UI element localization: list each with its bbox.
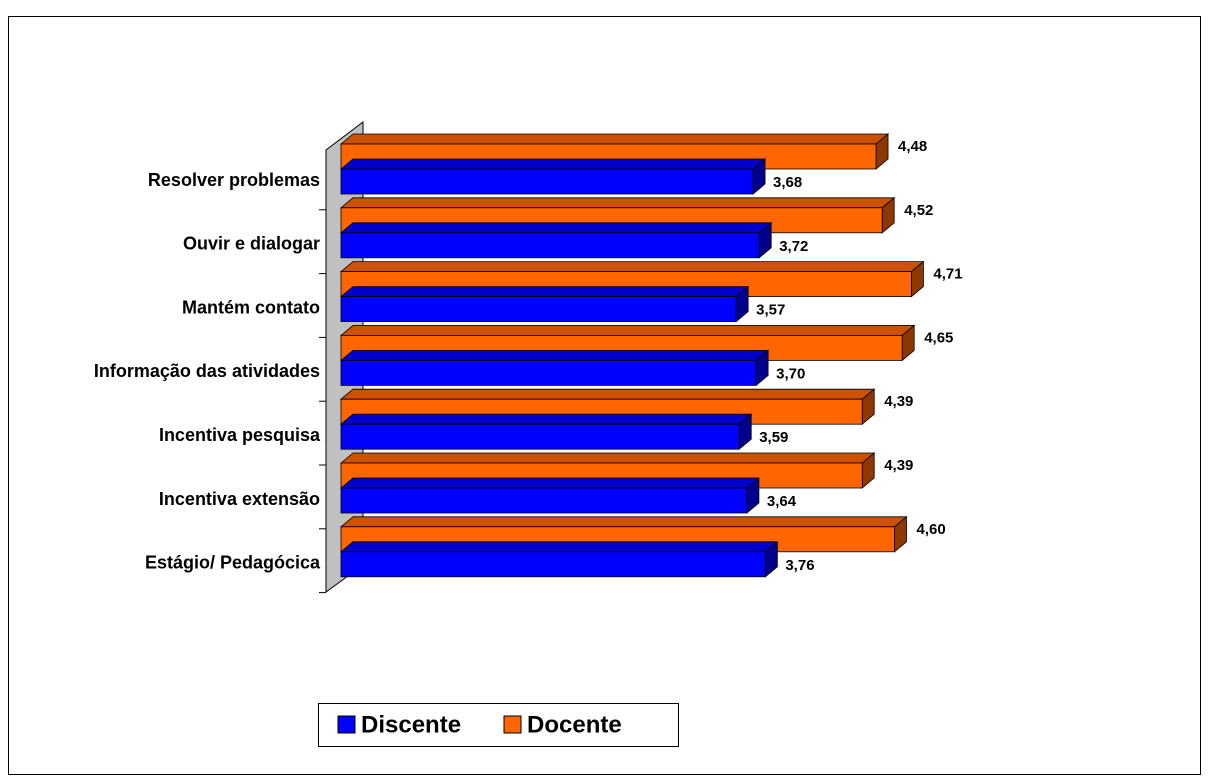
bar-top [339,158,767,170]
bar-top [339,261,925,273]
bar-top [339,452,876,464]
bar-top [339,516,908,528]
data-label: 4,48 [898,138,927,155]
bar [340,551,766,578]
bar-top [339,477,761,489]
bar [340,359,757,386]
legend-label: Discente [361,711,461,738]
y-tick-label: Mantém contato [182,297,320,317]
legend-swatch [503,715,522,734]
data-label: 4,52 [904,202,933,219]
legend-swatch [337,715,356,734]
bar-top [339,222,773,234]
data-label: 4,39 [884,457,913,474]
y-tick-label: Estágio/ Pedagócica [145,553,321,573]
data-label: 4,71 [933,266,962,283]
bar [340,296,737,323]
bar-top [339,197,896,209]
bar [340,423,740,450]
legend-label: Docente [527,711,622,738]
data-label: 3,57 [756,302,785,319]
data-label: 3,68 [773,174,802,191]
y-tick-label: Incentiva extensão [159,489,320,509]
y-tick-label: Incentiva pesquisa [159,425,321,445]
bar-top [339,133,890,145]
legend: Discente Docente [318,703,679,747]
y-tick-label: Informação das atividades [94,361,320,381]
data-label: 3,72 [779,238,808,255]
data-label: 3,70 [776,365,805,382]
data-label: 3,76 [785,557,814,574]
bar [340,232,760,259]
legend-box [318,703,679,747]
data-label: 4,65 [924,329,953,346]
bar [340,487,748,514]
bar-top [339,413,753,425]
y-tick-label: Resolver problemas [148,170,320,190]
bar-top [339,541,779,553]
data-label: 4,39 [884,393,913,410]
data-label: 3,64 [767,493,797,510]
data-label: 4,60 [917,521,946,538]
plot: Resolver problemas 4,48 3,68 Ouvir e dialog… [94,133,963,594]
bar-top [339,324,916,336]
bar-top [339,286,750,298]
y-tick-label: Ouvir e dialogar [183,234,320,254]
bar-top [339,388,876,400]
data-label: 3,59 [759,429,788,446]
bar [340,168,754,195]
bar-top [339,349,770,361]
